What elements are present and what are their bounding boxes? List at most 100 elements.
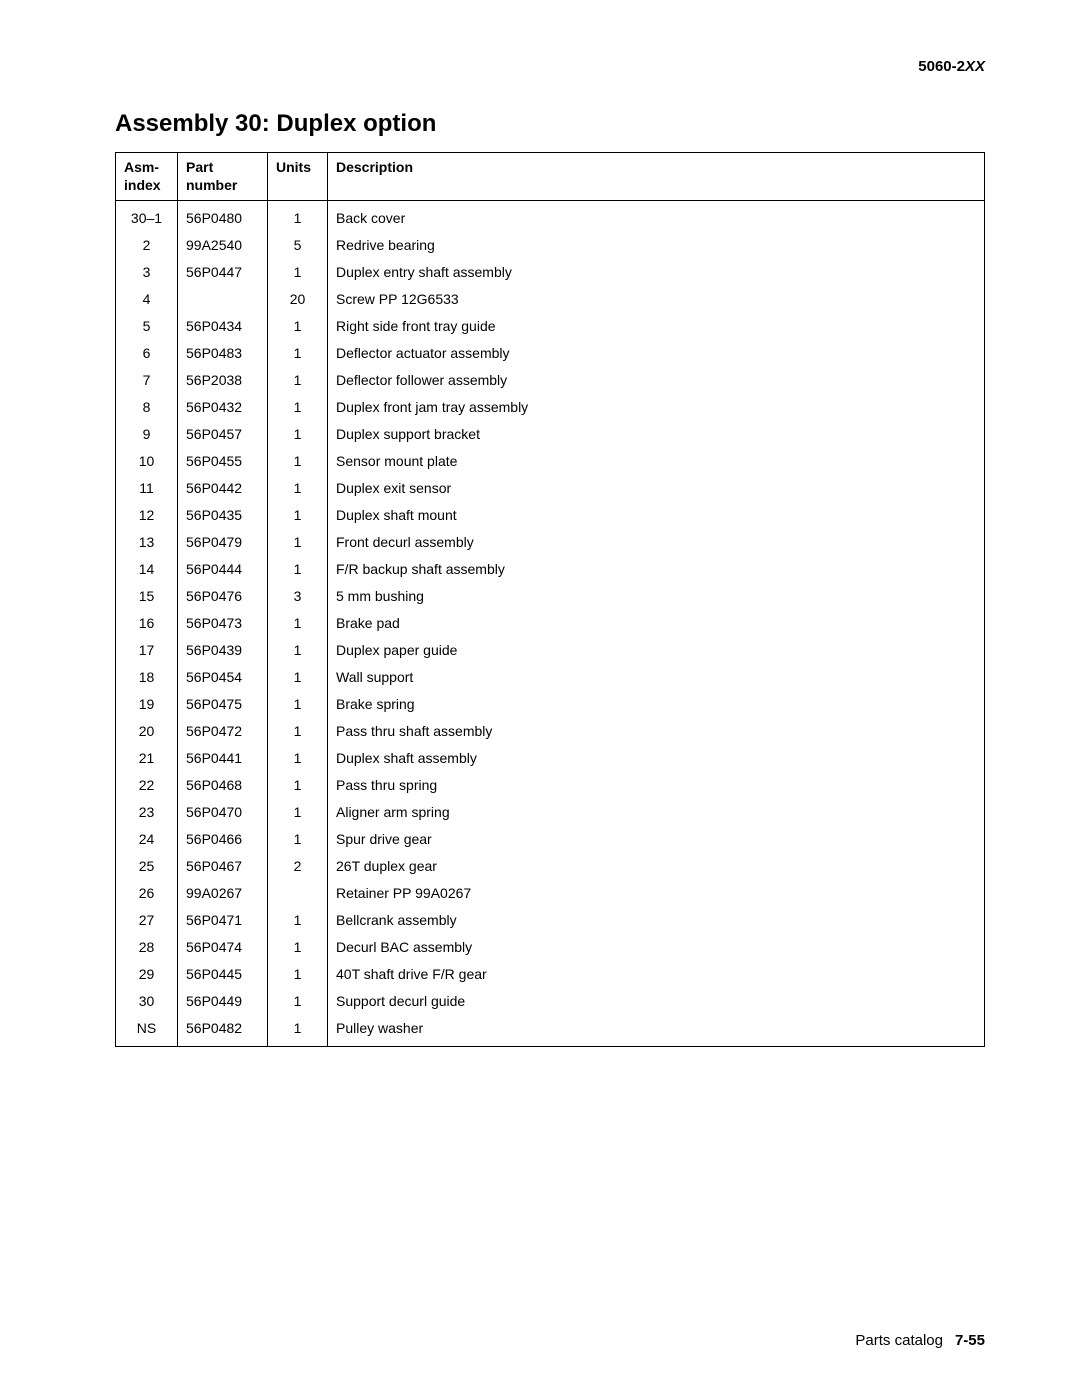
cell-units: 5: [268, 232, 328, 259]
cell-part-number: 56P0435: [178, 502, 268, 529]
cell-asm-index: 6: [116, 340, 178, 367]
cell-asm-index: 19: [116, 691, 178, 718]
table-row: 756P20381Deflector follower assembly: [116, 367, 985, 394]
cell-description: Support decurl guide: [328, 988, 985, 1015]
cell-part-number: 56P0444: [178, 556, 268, 583]
cell-units: 20: [268, 286, 328, 313]
table-row: 2256P04681Pass thru spring: [116, 772, 985, 799]
cell-part-number: 56P0470: [178, 799, 268, 826]
table-row: 1756P04391Duplex paper guide: [116, 637, 985, 664]
cell-description: Sensor mount plate: [328, 448, 985, 475]
cell-part-number: 56P0439: [178, 637, 268, 664]
cell-units: 1: [268, 1015, 328, 1047]
cell-description: Right side front tray guide: [328, 313, 985, 340]
cell-description: Front decurl assembly: [328, 529, 985, 556]
cell-asm-index: 27: [116, 907, 178, 934]
table-row: 2956P0445140T shaft drive F/R gear: [116, 961, 985, 988]
table-row: NS56P04821Pulley washer: [116, 1015, 985, 1047]
cell-description: Pass thru spring: [328, 772, 985, 799]
cell-description: Deflector follower assembly: [328, 367, 985, 394]
cell-units: 1: [268, 448, 328, 475]
footer-page-number: 7-55: [955, 1332, 985, 1349]
parts-table: Asm- index Part number Units Description…: [115, 152, 985, 1047]
cell-units: 3: [268, 583, 328, 610]
cell-units: 1: [268, 201, 328, 233]
table-row: 1856P04541Wall support: [116, 664, 985, 691]
cell-description: Spur drive gear: [328, 826, 985, 853]
cell-description: Back cover: [328, 201, 985, 233]
table-row: 556P04341Right side front tray guide: [116, 313, 985, 340]
cell-asm-index: 5: [116, 313, 178, 340]
table-row: 956P04571Duplex support bracket: [116, 421, 985, 448]
cell-asm-index: 12: [116, 502, 178, 529]
cell-asm-index: 23: [116, 799, 178, 826]
cell-asm-index: 21: [116, 745, 178, 772]
cell-units: 1: [268, 907, 328, 934]
cell-part-number: 56P0472: [178, 718, 268, 745]
col-header-part-number: Part number: [178, 153, 268, 201]
cell-units: 1: [268, 475, 328, 502]
cell-part-number: 56P0466: [178, 826, 268, 853]
table-row: 1156P04421Duplex exit sensor: [116, 475, 985, 502]
cell-units: 1: [268, 340, 328, 367]
cell-description: Duplex entry shaft assembly: [328, 259, 985, 286]
document-number: 5060-2XX: [918, 58, 985, 75]
footer-label: Parts catalog: [855, 1332, 943, 1349]
cell-units: 1: [268, 799, 328, 826]
cell-part-number: 56P0474: [178, 934, 268, 961]
cell-description: F/R backup shaft assembly: [328, 556, 985, 583]
cell-part-number: 56P0434: [178, 313, 268, 340]
cell-description: Pass thru shaft assembly: [328, 718, 985, 745]
table-row: 2756P04711Bellcrank assembly: [116, 907, 985, 934]
table-row: 2699A0267Retainer PP 99A0267: [116, 880, 985, 907]
cell-asm-index: 14: [116, 556, 178, 583]
cell-units: 1: [268, 529, 328, 556]
cell-asm-index: 3: [116, 259, 178, 286]
cell-units: 1: [268, 556, 328, 583]
page-footer: Parts catalog 7-55: [855, 1332, 985, 1349]
doc-number-suffix: XX: [965, 58, 985, 75]
cell-part-number: 56P0483: [178, 340, 268, 367]
col-header-asm-index-label: Asm- index: [124, 159, 161, 193]
table-row: 2056P04721Pass thru shaft assembly: [116, 718, 985, 745]
cell-description: Pulley washer: [328, 1015, 985, 1047]
col-header-part-number-label: Part number: [186, 159, 237, 193]
table-header: Asm- index Part number Units Description: [116, 153, 985, 201]
cell-part-number: 56P0447: [178, 259, 268, 286]
cell-description: Screw PP 12G6533: [328, 286, 985, 313]
cell-asm-index: 10: [116, 448, 178, 475]
cell-asm-index: 24: [116, 826, 178, 853]
cell-description: Redrive bearing: [328, 232, 985, 259]
cell-description: Brake spring: [328, 691, 985, 718]
table-row: 420Screw PP 12G6533: [116, 286, 985, 313]
cell-asm-index: 15: [116, 583, 178, 610]
cell-description: Duplex front jam tray assembly: [328, 394, 985, 421]
cell-description: Duplex shaft assembly: [328, 745, 985, 772]
cell-asm-index: 13: [116, 529, 178, 556]
cell-units: 1: [268, 745, 328, 772]
cell-part-number: 56P0457: [178, 421, 268, 448]
col-header-asm-index: Asm- index: [116, 153, 178, 201]
cell-units: 1: [268, 259, 328, 286]
cell-description: Duplex exit sensor: [328, 475, 985, 502]
cell-asm-index: 7: [116, 367, 178, 394]
col-header-units: Units: [268, 153, 328, 201]
table-row: 2156P04411Duplex shaft assembly: [116, 745, 985, 772]
cell-asm-index: 22: [116, 772, 178, 799]
page-title: Assembly 30: Duplex option: [115, 110, 985, 138]
cell-description: Duplex shaft mount: [328, 502, 985, 529]
cell-asm-index: NS: [116, 1015, 178, 1047]
table-row: 1956P04751Brake spring: [116, 691, 985, 718]
cell-description: 40T shaft drive F/R gear: [328, 961, 985, 988]
cell-units: 2: [268, 853, 328, 880]
cell-units: 1: [268, 988, 328, 1015]
col-header-units-label: Units: [276, 159, 311, 175]
cell-part-number: 56P0475: [178, 691, 268, 718]
table-row: 1656P04731Brake pad: [116, 610, 985, 637]
cell-asm-index: 17: [116, 637, 178, 664]
table-row: 1056P04551Sensor mount plate: [116, 448, 985, 475]
cell-description: Brake pad: [328, 610, 985, 637]
cell-units: 1: [268, 502, 328, 529]
cell-description: 26T duplex gear: [328, 853, 985, 880]
cell-asm-index: 30: [116, 988, 178, 1015]
